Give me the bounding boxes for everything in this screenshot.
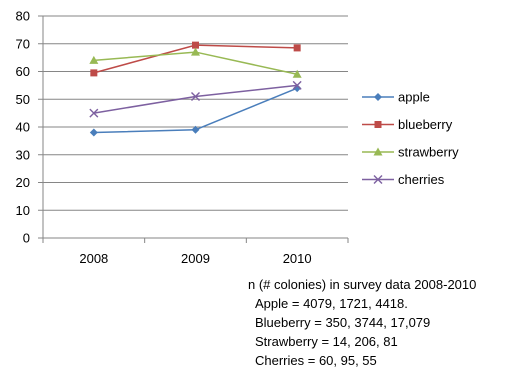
data-point-strawberry xyxy=(191,47,200,56)
note-line-strawberry: Strawberry = 14, 206, 81 xyxy=(255,334,398,349)
y-tick-label: 50 xyxy=(16,92,30,107)
legend-item-blueberry: blueberry xyxy=(362,117,453,132)
legend: apple blueberry strawberry cherries xyxy=(362,90,459,187)
data-point-cherries xyxy=(191,91,200,101)
y-tick-label: 10 xyxy=(16,203,30,218)
legend-label: cherries xyxy=(398,172,445,187)
axes xyxy=(38,15,349,243)
legend-item-apple: apple xyxy=(362,90,430,105)
data-point-apple xyxy=(191,125,200,134)
x-tick-label: 2010 xyxy=(283,251,312,266)
data-point-cherries xyxy=(89,108,99,118)
x-tick-label: 2008 xyxy=(79,251,108,266)
y-tick-label: 30 xyxy=(16,147,30,162)
data-point-blueberry xyxy=(293,44,301,52)
x-tick-label: 2009 xyxy=(181,251,210,266)
note-line-apple: Apple = 4079, 1721, 4418. xyxy=(255,296,408,311)
legend-swatch-marker xyxy=(374,121,382,128)
legend-label: apple xyxy=(398,90,430,105)
note-line-cherries: Cherries = 60, 95, 55 xyxy=(255,353,377,368)
data-point-blueberry xyxy=(192,41,199,49)
y-tick-label: 40 xyxy=(16,120,30,135)
note-line-blueberry: Blueberry = 350, 3744, 17,079 xyxy=(255,315,431,330)
legend-label: blueberry xyxy=(398,117,453,132)
data-point-strawberry xyxy=(292,69,302,78)
series-layer xyxy=(89,41,302,137)
line-chart: 0 10 20 30 40 50 60 70 80 2008 2009 2010 apple blue… xyxy=(16,9,460,267)
x-tick-labels: 2008 2009 2010 xyxy=(79,251,311,266)
legend-swatch-marker xyxy=(373,175,383,184)
survey-note: n (# colonies) in survey data 2008-2010 … xyxy=(248,275,476,370)
y-tick-labels: 0 10 20 30 40 50 60 70 80 xyxy=(16,9,30,246)
y-tick-label: 80 xyxy=(16,9,30,24)
legend-swatch-marker xyxy=(373,147,383,156)
legend-item-strawberry: strawberry xyxy=(362,145,459,160)
data-point-apple xyxy=(89,128,98,137)
data-point-cherries xyxy=(292,80,302,90)
data-point-blueberry xyxy=(90,69,98,77)
note-title: n (# colonies) in survey data 2008-2010 xyxy=(248,277,477,292)
legend-swatch-marker xyxy=(374,93,382,101)
y-tick-label: 20 xyxy=(16,175,30,190)
y-tick-label: 70 xyxy=(16,36,30,51)
y-tick-label: 0 xyxy=(23,231,30,246)
y-tick-label: 60 xyxy=(16,64,30,79)
legend-item-cherries: cherries xyxy=(362,172,445,187)
data-point-strawberry xyxy=(89,55,99,64)
legend-label: strawberry xyxy=(398,145,459,160)
